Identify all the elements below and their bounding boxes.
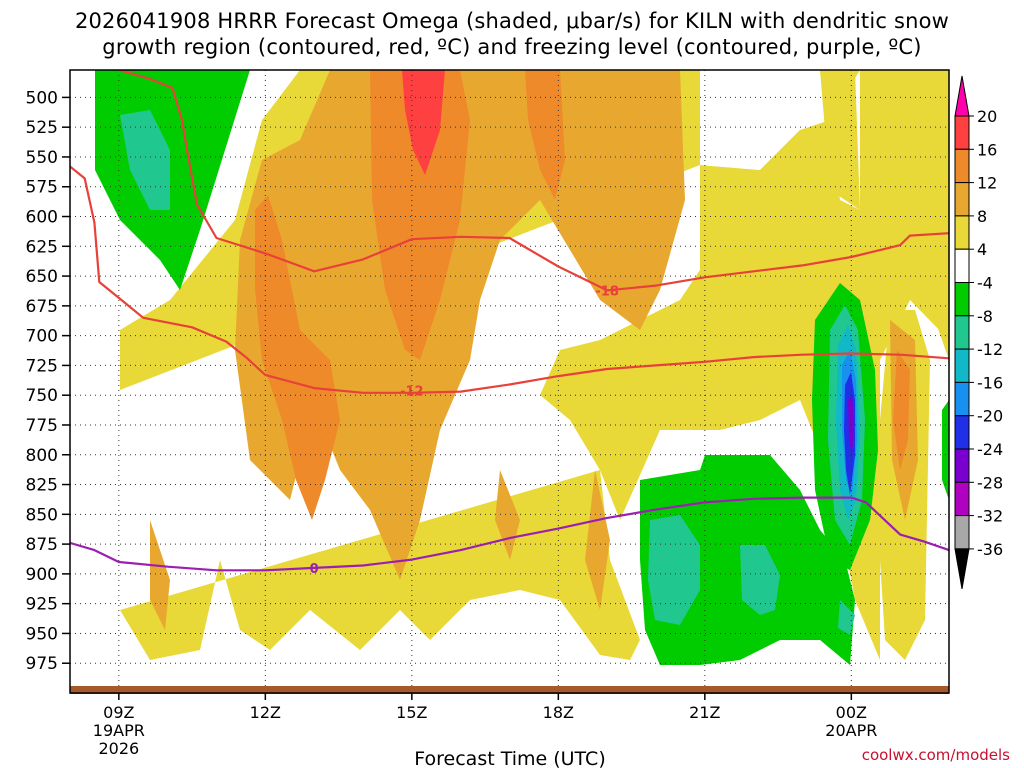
omega-8-to-12-region (235, 70, 685, 580)
y-tick-label: 850 (26, 505, 58, 525)
y-tick-label: 825 (26, 476, 58, 496)
contour-line (118, 70, 949, 292)
colorbar-label: -12 (977, 340, 1003, 359)
x-tick-label: 21Z (689, 703, 720, 722)
chart-title-line-2: growth region (contoured, red, ºC) and f… (102, 35, 922, 59)
colorbar-bin (954, 448, 970, 483)
x-tick-label: 12Z (250, 703, 281, 722)
y-tick-label: 525 (26, 118, 58, 138)
colorbar-bin (954, 215, 970, 250)
omega-16-to-20-region (402, 70, 445, 175)
colorbar-bin (954, 315, 970, 350)
y-tick-label: 875 (26, 535, 58, 555)
y-tick-label: 675 (26, 297, 58, 317)
colorbar-label: -32 (977, 507, 1003, 526)
y-tick-label: 925 (26, 595, 58, 615)
colorbar-bin (954, 481, 970, 517)
y-tick-label: 700 (26, 327, 58, 347)
colorbar-label: 16 (977, 140, 997, 159)
credit-text: coolwx.com/models (861, 746, 1010, 764)
y-tick-label: 800 (26, 446, 58, 466)
y-tick-label: 575 (26, 178, 58, 198)
x-axis-label: Forecast Time (UTC) (414, 748, 605, 768)
contour-line (70, 496, 949, 572)
y-axis: 500 525 550 575 600 625 650 675 700 725 750 775 800 8… (26, 88, 70, 674)
x-tick-label: 00Z (836, 703, 867, 722)
y-tick-label: 975 (26, 654, 58, 674)
y-tick-label: 725 (26, 356, 58, 376)
omega-shading (70, 70, 949, 693)
y-tick-label: 750 (26, 386, 58, 406)
x-tick-label: 15Z (396, 703, 427, 722)
colorbar-bin (954, 182, 970, 217)
omega-12-to-16-region (255, 195, 340, 520)
colorbar-overflow-top (954, 75, 970, 117)
colorbar-label: -20 (977, 407, 1003, 426)
contour-label: 0 (310, 562, 319, 577)
y-tick-label: 600 (26, 208, 58, 228)
colorbar-label: -28 (977, 473, 1003, 492)
x-tick-label: 18Z (543, 703, 574, 722)
colorbar-bin (954, 148, 970, 184)
y-tick-label: 950 (26, 624, 58, 644)
colorbar-bin (954, 415, 970, 450)
colorbar-label: -36 (977, 540, 1003, 559)
colorbar-label: -8 (977, 307, 993, 326)
y-tick-label: 500 (26, 88, 58, 108)
colorbar-bin (954, 348, 970, 383)
x-tick-label: 20APR (825, 721, 877, 740)
x-tick-label: 09Z (103, 703, 134, 722)
colorbar-bin (954, 515, 970, 550)
y-tick-label: 650 (26, 267, 58, 287)
ground-level-strip (70, 686, 949, 694)
colorbar-label: 8 (977, 207, 987, 226)
colorbar-label: -4 (977, 274, 993, 293)
contour-line (70, 165, 949, 394)
colorbar-label: 12 (977, 174, 997, 193)
x-tick-label: 2026 (98, 739, 139, 758)
colorbar-bin (954, 282, 970, 317)
x-tick-label: 19APR (93, 721, 145, 740)
contour-label: -18 (595, 284, 619, 299)
colorbar-overflow-bottom (954, 548, 970, 589)
colorbar-label: -16 (977, 373, 1003, 392)
y-tick-label: 625 (26, 237, 58, 257)
y-tick-label: 900 (26, 565, 58, 585)
y-tick-label: 550 (26, 148, 58, 168)
colorbar-label: 4 (977, 240, 987, 259)
colorbar-bin (954, 248, 970, 283)
colorbar-bin (954, 115, 970, 150)
colorbar-bin (954, 381, 970, 417)
colorbar-label: 20 (977, 107, 997, 126)
colorbar: 20 16 12 8 4 -4 -8 -12 -16 -20 -24 -28 -32 -36 (954, 75, 1003, 589)
contour-lines (70, 70, 949, 572)
colorbar-label: -24 (977, 440, 1003, 459)
contour-labels: -18 -12 0 (310, 284, 619, 577)
chart-title-line-1: 2026041908 HRRR Forecast Omega (shaded, … (74, 9, 950, 33)
contour-label: -12 (400, 384, 424, 399)
plot-frame (69, 69, 950, 694)
y-tick-label: 775 (26, 416, 58, 436)
